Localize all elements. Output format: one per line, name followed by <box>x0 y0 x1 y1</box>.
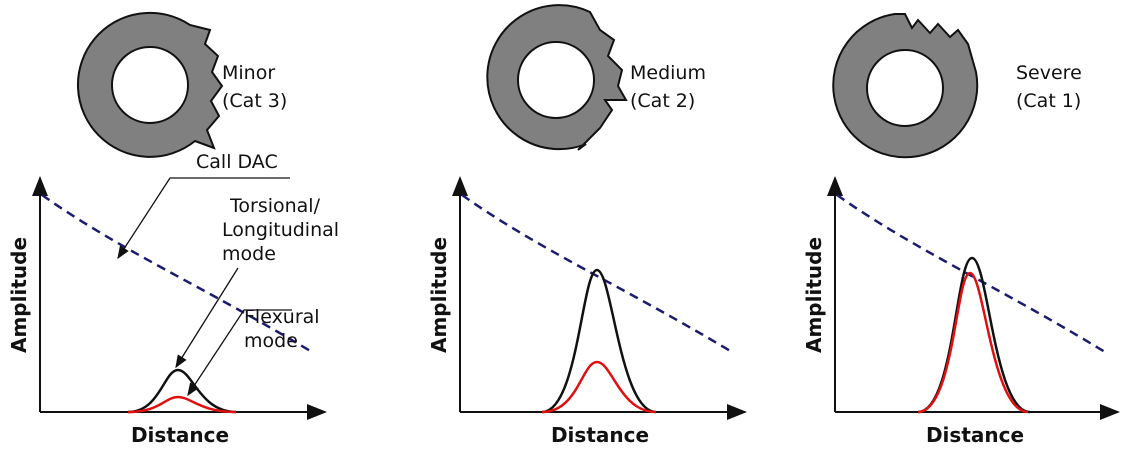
severity-label: Medium <box>630 62 706 84</box>
torsional-signal <box>918 258 1030 412</box>
x-axis-label: Distance <box>926 423 1024 447</box>
severity-label: Severe <box>1016 62 1082 84</box>
category-label: (Cat 2) <box>630 90 695 112</box>
torsional-label: mode <box>222 243 276 265</box>
torsional-label: Torsional/ <box>229 195 321 217</box>
dac-label: Call DAC <box>196 151 278 173</box>
pipe-bore <box>867 50 943 126</box>
y-axis-label: Amplitude <box>7 237 31 353</box>
panel-medium: Medium (Cat 2) Amplitude Distance <box>427 5 745 447</box>
flexural-signal <box>918 273 1028 412</box>
category-label: (Cat 1) <box>1016 90 1081 112</box>
panel-severe: Severe (Cat 1) Amplitude Distance <box>802 14 1118 447</box>
flexural-signal <box>542 362 656 412</box>
torsional-label: Longitudinal <box>222 219 339 241</box>
y-axis-label: Amplitude <box>802 237 826 353</box>
leader <box>176 268 238 367</box>
pipe-bore <box>112 47 188 123</box>
panel-minor: Minor (Cat 3) Amplitude Distance Call DA… <box>7 13 339 447</box>
y-axis-label: Amplitude <box>427 237 451 353</box>
category-label: (Cat 3) <box>222 90 287 112</box>
flexural-signal <box>128 397 236 412</box>
torsional-signal <box>128 370 236 412</box>
x-axis-label: Distance <box>131 423 229 447</box>
flexural-label: mode <box>244 330 298 352</box>
x-axis-label: Distance <box>551 423 649 447</box>
torsional-signal <box>542 270 656 412</box>
dac-curve <box>462 195 732 352</box>
flexural-label: Flexural <box>244 306 320 328</box>
severity-label: Minor <box>222 62 275 84</box>
diagram: Minor (Cat 3) Amplitude Distance Call DA… <box>0 0 1123 449</box>
pipe-bore <box>518 42 594 118</box>
